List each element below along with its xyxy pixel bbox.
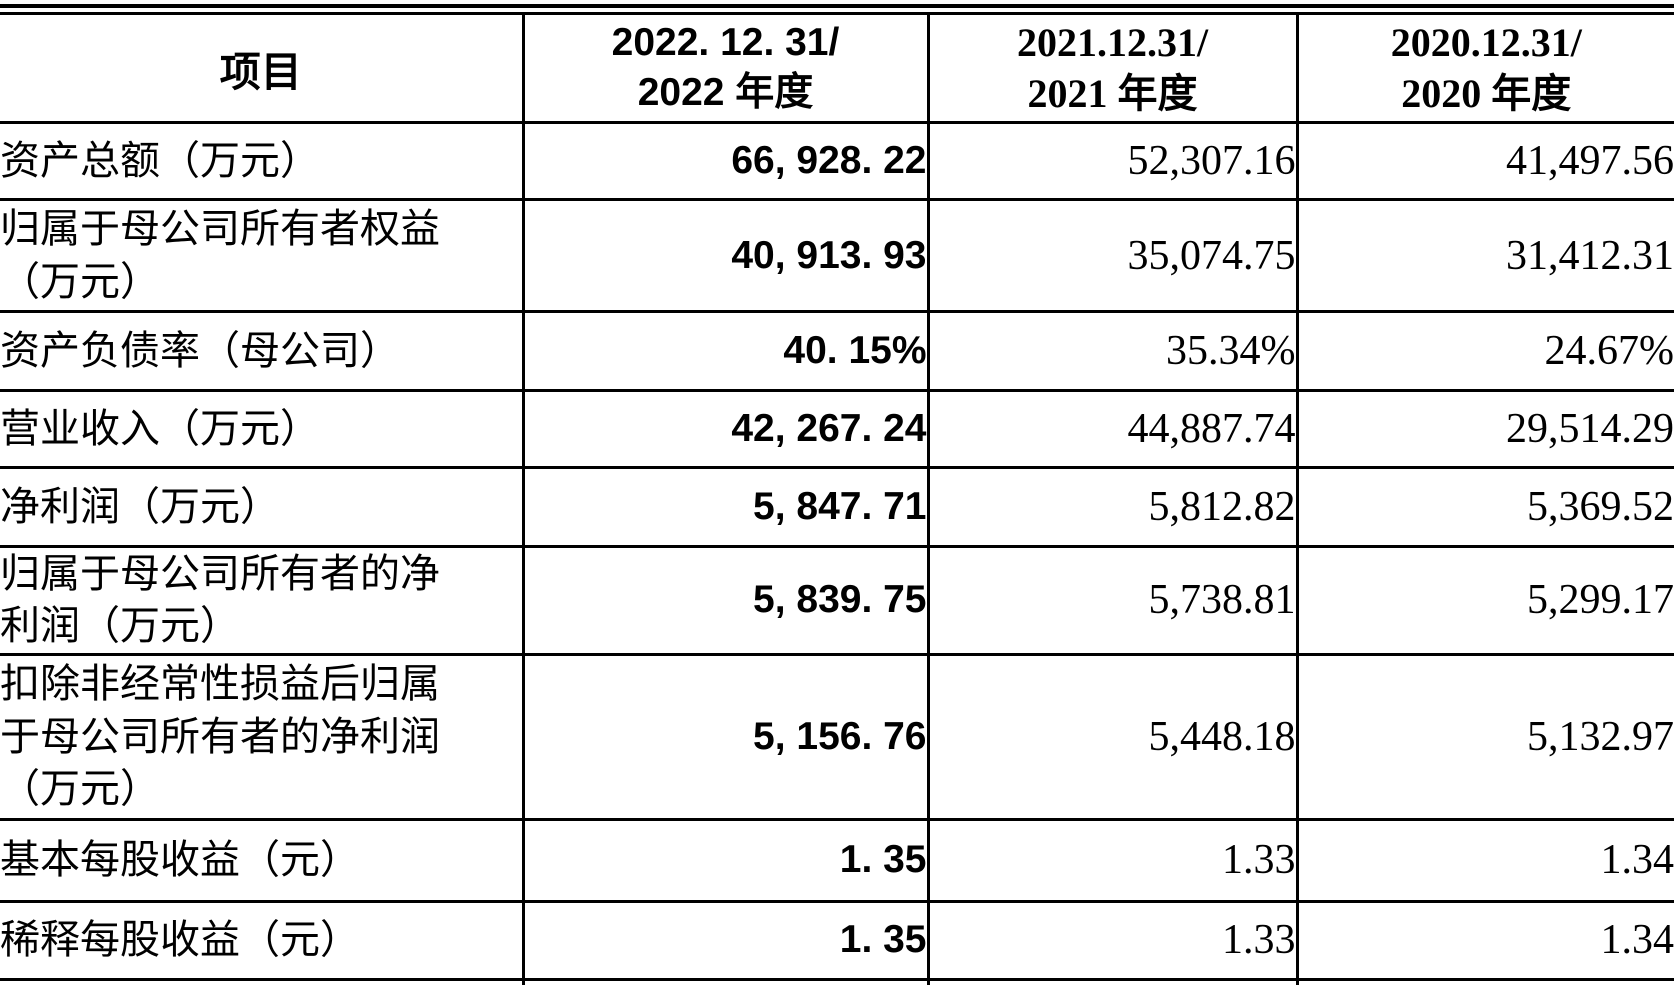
value-2022: 5, 156. 76 <box>523 654 930 821</box>
row-parent-net-profit: 归属于母公司所有者的净 利润（万元） 5, 839. 75 5,738.81 5… <box>0 546 1674 656</box>
value-2022: 66, 928. 22 <box>523 122 930 201</box>
value-2021: 5,812.82 <box>928 467 1299 548</box>
value-2021: 35.34% <box>928 311 1299 392</box>
row-deducted-non-recurring-net-profit: 扣除非经常性损益后归属 于母公司所有者的净利润 （万元） 5, 156. 76 … <box>0 654 1674 821</box>
col-header-2020-period: 2020.12.31/ 2020 年度 <box>1297 15 1674 124</box>
value-2022: 5, 839. 75 <box>523 546 930 656</box>
value-2022: 1. 35 <box>523 819 930 903</box>
value-2020: 5,132.97 <box>1297 654 1674 821</box>
row-debt-ratio-parent: 资产负债率（母公司） 40. 15% 35.34% 24.67% <box>0 311 1674 392</box>
value-2021: 52,307.16 <box>928 122 1299 201</box>
value-2022: 40, 913. 93 <box>523 199 930 313</box>
value-2021: 1.33 <box>928 819 1299 903</box>
row-label: 营业收入（万元） <box>0 390 525 469</box>
cutoff-cell <box>0 979 525 985</box>
value-2021: 5,738.81 <box>928 546 1299 656</box>
table-top-double-rule <box>0 4 1674 15</box>
row-diluted-eps: 稀释每股收益（元） 1. 35 1.33 1.34 <box>0 901 1674 981</box>
cutoff-cell <box>523 979 930 985</box>
value-2020: 31,412.31 <box>1297 199 1674 313</box>
row-operating-revenue: 营业收入（万元） 42, 267. 24 44,887.74 29,514.29 <box>0 390 1674 469</box>
row-label: 净利润（万元） <box>0 467 525 548</box>
value-2022: 42, 267. 24 <box>523 390 930 469</box>
row-total-assets: 资产总额（万元） 66, 928. 22 52,307.16 41,497.56 <box>0 122 1674 201</box>
value-2020: 5,299.17 <box>1297 546 1674 656</box>
header-row: 项目 2022. 12. 31/ 2022 年度 2021.12.31/ 202… <box>0 15 1674 124</box>
row-label: 归属于母公司所有者的净 利润（万元） <box>0 546 525 656</box>
value-2022: 40. 15% <box>523 311 930 392</box>
col-header-2022-period: 2022. 12. 31/ 2022 年度 <box>523 15 930 124</box>
cutoff-row <box>0 979 1674 985</box>
cutoff-cell <box>928 979 1299 985</box>
value-2021: 1.33 <box>928 901 1299 981</box>
row-label: 归属于母公司所有者权益 （万元） <box>0 199 525 313</box>
value-2022: 1. 35 <box>523 901 930 981</box>
col-header-item: 项目 <box>0 15 525 124</box>
value-2020: 29,514.29 <box>1297 390 1674 469</box>
value-2020: 41,497.56 <box>1297 122 1674 201</box>
row-label: 扣除非经常性损益后归属 于母公司所有者的净利润 （万元） <box>0 654 525 821</box>
row-label: 资产总额（万元） <box>0 122 525 201</box>
row-label: 资产负债率（母公司） <box>0 311 525 392</box>
value-2021: 35,074.75 <box>928 199 1299 313</box>
value-2022: 5, 847. 71 <box>523 467 930 548</box>
value-2021: 5,448.18 <box>928 654 1299 821</box>
row-label: 稀释每股收益（元） <box>0 901 525 981</box>
row-net-profit: 净利润（万元） 5, 847. 71 5,812.82 5,369.52 <box>0 467 1674 548</box>
row-label: 基本每股收益（元） <box>0 819 525 903</box>
value-2020: 1.34 <box>1297 819 1674 903</box>
value-2020: 1.34 <box>1297 901 1674 981</box>
row-basic-eps: 基本每股收益（元） 1. 35 1.33 1.34 <box>0 819 1674 903</box>
financial-summary-table: 项目 2022. 12. 31/ 2022 年度 2021.12.31/ 202… <box>0 15 1674 985</box>
value-2020: 5,369.52 <box>1297 467 1674 548</box>
col-header-2021-period: 2021.12.31/ 2021 年度 <box>928 15 1299 124</box>
value-2020: 24.67% <box>1297 311 1674 392</box>
value-2021: 44,887.74 <box>928 390 1299 469</box>
row-parent-owners-equity: 归属于母公司所有者权益 （万元） 40, 913. 93 35,074.75 3… <box>0 199 1674 313</box>
